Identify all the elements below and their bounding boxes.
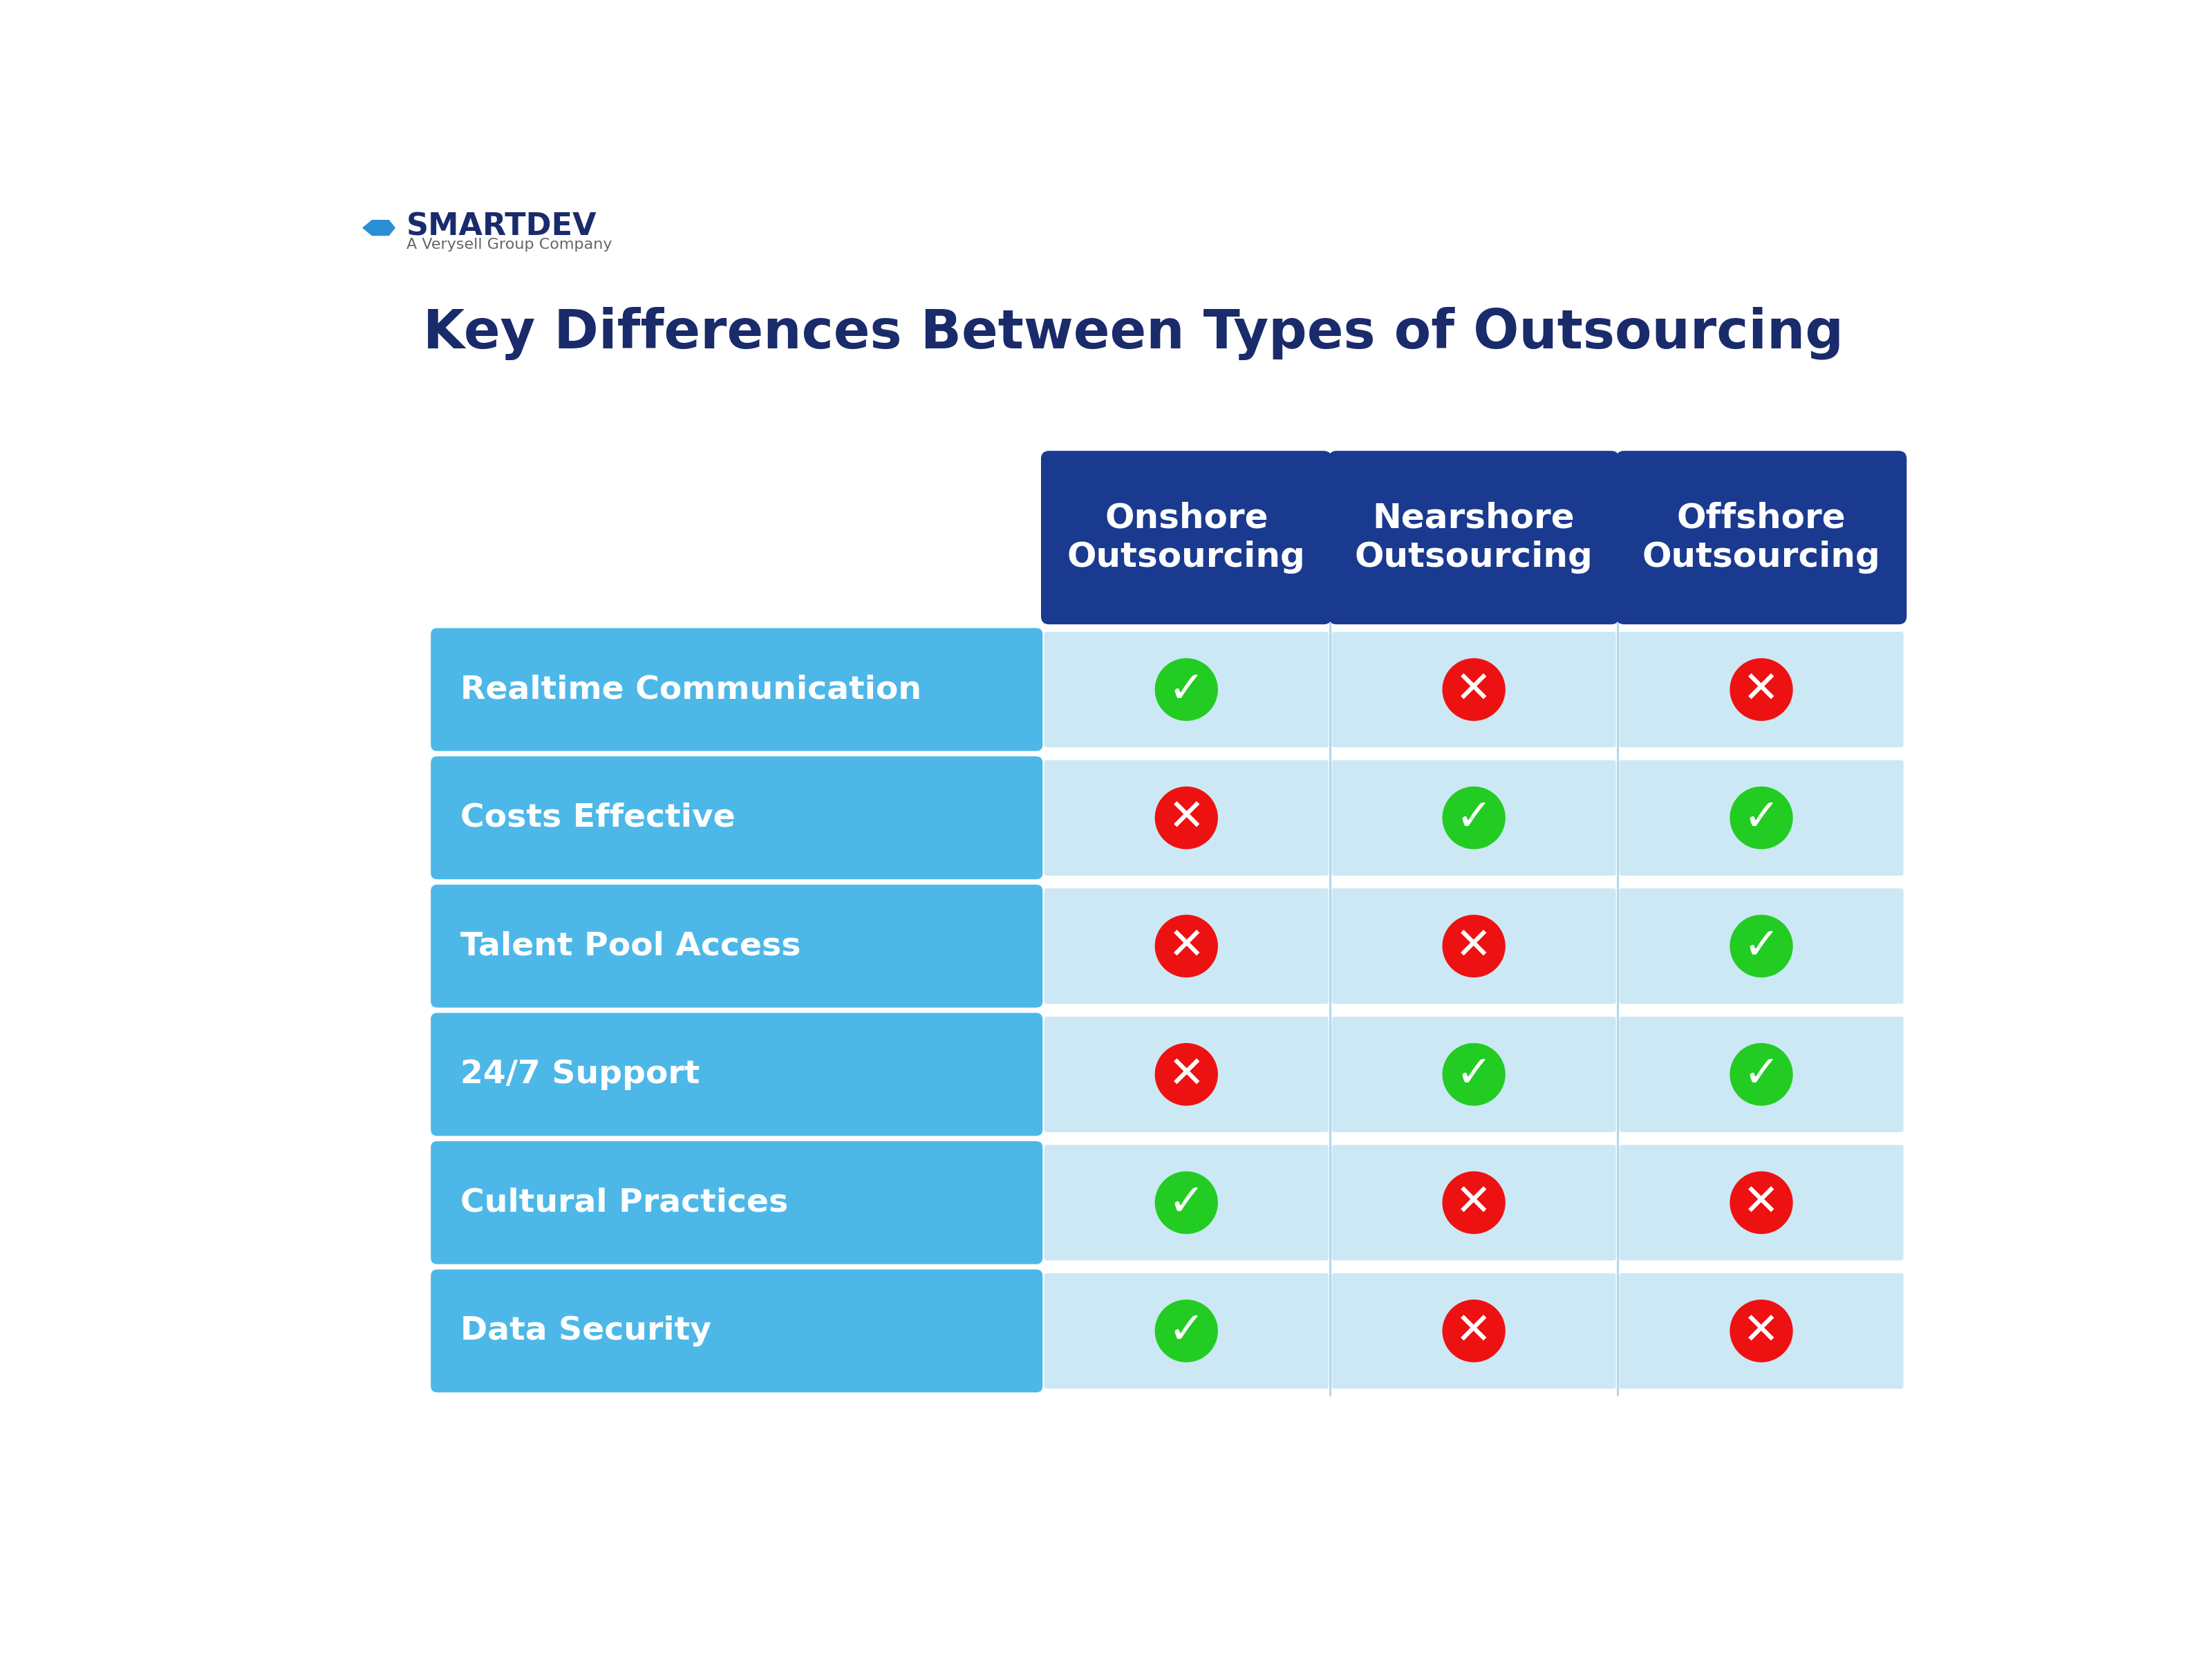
FancyBboxPatch shape — [431, 1141, 1042, 1264]
Text: ✕: ✕ — [1168, 924, 1206, 967]
FancyBboxPatch shape — [1619, 1272, 1905, 1389]
Circle shape — [1730, 659, 1792, 720]
Text: Onshore
Outsourcing: Onshore Outsourcing — [1066, 501, 1305, 574]
Text: A Verysell Group Company: A Verysell Group Company — [407, 237, 613, 252]
Text: ✓: ✓ — [1743, 796, 1781, 839]
Text: Realtime Communication: Realtime Communication — [460, 674, 922, 705]
Text: SMARTDEV: SMARTDEV — [407, 212, 597, 242]
FancyBboxPatch shape — [1619, 1145, 1905, 1261]
Text: ✕: ✕ — [1455, 924, 1493, 967]
FancyBboxPatch shape — [1619, 1017, 1905, 1131]
Circle shape — [1155, 1301, 1217, 1362]
FancyBboxPatch shape — [431, 884, 1042, 1007]
FancyBboxPatch shape — [1332, 1272, 1617, 1389]
FancyBboxPatch shape — [1332, 760, 1617, 876]
FancyBboxPatch shape — [1332, 632, 1617, 747]
FancyBboxPatch shape — [1619, 632, 1905, 747]
Text: ✓: ✓ — [1455, 1053, 1493, 1097]
Circle shape — [1442, 659, 1504, 720]
Text: ✕: ✕ — [1743, 1309, 1781, 1352]
Circle shape — [1442, 1044, 1504, 1105]
Text: ✓: ✓ — [1743, 1053, 1781, 1097]
Circle shape — [1442, 1301, 1504, 1362]
FancyBboxPatch shape — [1044, 1017, 1329, 1131]
Text: ✓: ✓ — [1743, 924, 1781, 967]
Circle shape — [1155, 659, 1217, 720]
Text: Key Differences Between Types of Outsourcing: Key Differences Between Types of Outsour… — [422, 307, 1845, 360]
FancyBboxPatch shape — [1619, 760, 1905, 876]
FancyBboxPatch shape — [1332, 1017, 1617, 1131]
Circle shape — [1730, 916, 1792, 977]
FancyBboxPatch shape — [1617, 451, 1907, 624]
FancyBboxPatch shape — [1044, 760, 1329, 876]
Text: ✕: ✕ — [1455, 669, 1493, 712]
Circle shape — [1730, 1301, 1792, 1362]
Text: Cultural Practices: Cultural Practices — [460, 1188, 787, 1218]
Text: ✕: ✕ — [1168, 796, 1206, 839]
FancyBboxPatch shape — [431, 1014, 1042, 1136]
FancyBboxPatch shape — [1044, 1145, 1329, 1261]
Text: ✕: ✕ — [1743, 1181, 1781, 1224]
Text: Offshore
Outsourcing: Offshore Outsourcing — [1641, 501, 1880, 574]
Text: ✕: ✕ — [1168, 1053, 1206, 1097]
Circle shape — [1155, 1171, 1217, 1234]
FancyBboxPatch shape — [1329, 451, 1619, 624]
Text: ✕: ✕ — [1743, 669, 1781, 712]
Circle shape — [1155, 916, 1217, 977]
FancyBboxPatch shape — [431, 1269, 1042, 1392]
Circle shape — [1730, 1171, 1792, 1234]
FancyBboxPatch shape — [1619, 888, 1905, 1004]
Text: ✕: ✕ — [1455, 1181, 1493, 1224]
FancyBboxPatch shape — [1332, 888, 1617, 1004]
FancyBboxPatch shape — [431, 757, 1042, 879]
Circle shape — [1730, 1044, 1792, 1105]
Text: 24/7 Support: 24/7 Support — [460, 1058, 699, 1090]
FancyBboxPatch shape — [431, 629, 1042, 752]
Text: Costs Effective: Costs Effective — [460, 803, 734, 833]
Text: Talent Pool Access: Talent Pool Access — [460, 931, 801, 962]
FancyBboxPatch shape — [1044, 632, 1329, 747]
Circle shape — [1442, 1171, 1504, 1234]
FancyBboxPatch shape — [1332, 1145, 1617, 1261]
Text: ✓: ✓ — [1168, 669, 1206, 712]
FancyBboxPatch shape — [1044, 888, 1329, 1004]
Circle shape — [1442, 786, 1504, 849]
Circle shape — [1442, 916, 1504, 977]
Text: ✓: ✓ — [1168, 1309, 1206, 1352]
Text: ✓: ✓ — [1168, 1181, 1206, 1224]
Circle shape — [1155, 786, 1217, 849]
FancyBboxPatch shape — [1044, 1272, 1329, 1389]
Text: ✓: ✓ — [1455, 796, 1493, 839]
Polygon shape — [363, 221, 396, 236]
Circle shape — [1730, 786, 1792, 849]
Text: Data Security: Data Security — [460, 1316, 712, 1347]
Text: ✕: ✕ — [1455, 1309, 1493, 1352]
Circle shape — [1155, 1044, 1217, 1105]
Text: Nearshore
Outsourcing: Nearshore Outsourcing — [1354, 501, 1593, 574]
FancyBboxPatch shape — [1042, 451, 1332, 624]
